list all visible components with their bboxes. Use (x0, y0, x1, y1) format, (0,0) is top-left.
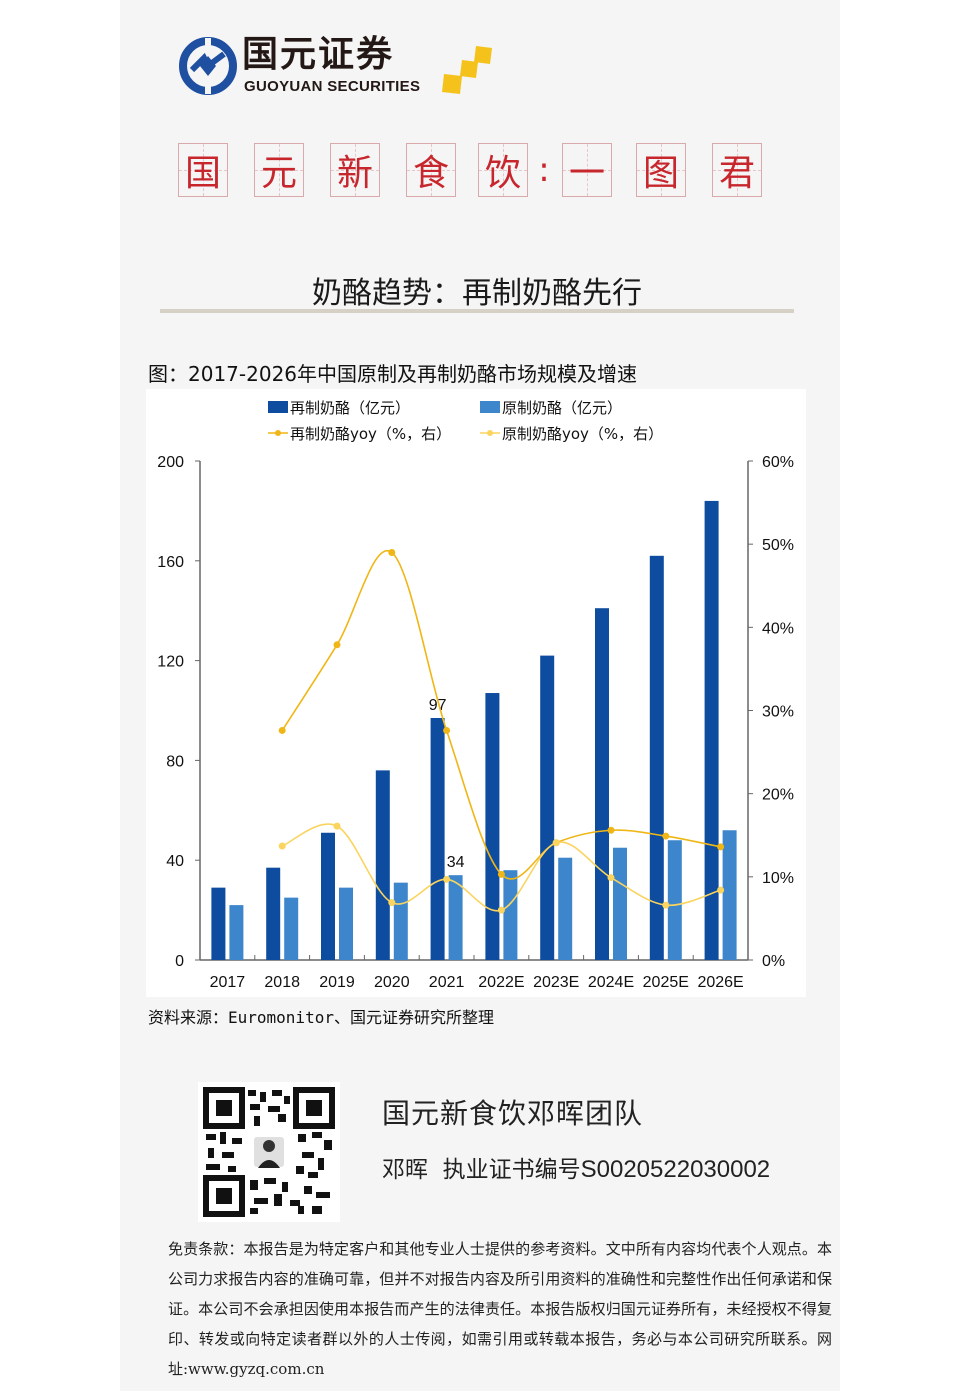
line-marker (278, 842, 286, 850)
right-tick-label: 30% (762, 704, 794, 721)
bar-reprocessed (595, 608, 609, 960)
figure-title: 图：2017-2026年中国原制及再制奶酪市场规模及增速 (148, 362, 638, 386)
bar-reprocessed (321, 832, 335, 960)
data-label: 97 (429, 697, 447, 714)
line-marker (333, 641, 341, 649)
logo-squares-icon (442, 46, 492, 94)
line-marker (662, 901, 670, 909)
banner-title: 国 元 新 食 饮 : 一 图 君 (178, 143, 778, 199)
line-marker (662, 832, 670, 840)
bar-natural (284, 897, 299, 960)
left-tick-label: 200 (157, 454, 184, 471)
qr-code[interactable] (198, 1082, 340, 1222)
line-marker (388, 899, 396, 907)
subtitle-divider (160, 309, 794, 313)
guoyuan-ring-icon (179, 37, 237, 95)
guoyuan-logo: 国元证券 GUOYUAN SECURITIES (178, 34, 498, 98)
legend-marker (487, 430, 493, 436)
right-tick-label: 20% (762, 787, 794, 804)
right-tick-label: 10% (762, 870, 794, 887)
banner-colon: : (538, 150, 550, 190)
banner-char: 图 (636, 143, 686, 197)
line-reprocessed-yoy (281, 549, 721, 880)
combo-chart: 0 40 80 120 160 200 0% 10% 20% 30% 40% 50% 60% 2017 20… (157, 399, 794, 991)
x-tick-label: 2023E (533, 974, 579, 991)
chart-container: 0 40 80 120 160 200 0% 10% 20% 30% 40% 50% 60% 2017 20… (146, 389, 806, 997)
line-marker (497, 870, 505, 878)
legend-label: 再制奶酪（亿元） (290, 399, 410, 417)
right-tick-label: 50% (762, 537, 794, 554)
left-tick-label: 160 (157, 554, 184, 571)
left-tick-label: 80 (166, 753, 184, 770)
line-marker (717, 843, 725, 851)
bar-natural (667, 840, 682, 960)
legend-swatch (268, 401, 288, 413)
line-marker (333, 822, 341, 830)
bar-natural (558, 857, 573, 960)
left-tick-label: 0 (175, 953, 184, 970)
bar-reprocessed (485, 693, 500, 960)
banner-char: 饮 (478, 143, 528, 197)
banner-char: 一 (562, 143, 612, 197)
legend-label: 再制奶酪yoy（%，右） (290, 425, 451, 443)
line-marker (607, 826, 615, 834)
disclaimer-text: 免责条款：本报告是为特定客户和其他专业人士提供的参考资料。文中所有内容均代表个人… (168, 1240, 832, 1378)
qr-code-icon (203, 1087, 335, 1217)
bar-natural (613, 847, 627, 960)
line-marker (607, 874, 615, 882)
bar-natural (722, 830, 737, 960)
banner-char: 新 (330, 143, 380, 197)
analyst-name: 邓晖 (382, 1157, 428, 1183)
section-subtitle: 奶酪趋势：再制奶酪先行 (312, 276, 642, 311)
right-tick-label: 60% (762, 454, 794, 471)
bar-reprocessed (430, 717, 445, 960)
line-marker (717, 886, 725, 894)
x-tick-label: 2017 (210, 974, 246, 991)
bar-reprocessed (266, 867, 281, 960)
left-tick-label: 40 (166, 853, 184, 870)
bar-natural (339, 887, 353, 960)
logo-cn-text: 国元证券 (242, 34, 395, 75)
legend-label: 原制奶酪（亿元） (502, 399, 622, 417)
banner-char: 国 (178, 143, 228, 197)
logo-en-text: GUOYUAN SECURITIES (244, 78, 421, 95)
chart-source: 资料来源：Euromonitor、国元证券研究所整理 (148, 1008, 494, 1027)
data-label: 34 (447, 854, 465, 871)
x-tick-label: 2024E (588, 974, 634, 991)
x-tick-label: 2022E (478, 974, 524, 991)
x-tick-label: 2020 (374, 974, 410, 991)
line-marker (552, 839, 560, 847)
bar-natural (448, 875, 463, 960)
right-tick-label: 40% (762, 620, 794, 637)
cert-label: 执业证书编号 (442, 1157, 581, 1183)
analyst-cert: 邓晖 执业证书编号S0020522030002 (382, 1150, 770, 1184)
left-tick-label: 120 (157, 654, 184, 671)
line-marker (278, 726, 286, 734)
line-marker (388, 548, 396, 556)
banner-char: 元 (254, 143, 304, 197)
line-marker (443, 875, 451, 883)
line-marker (443, 726, 451, 734)
x-tick-label: 2026E (697, 974, 743, 991)
bar-reprocessed (649, 555, 664, 960)
bar-natural (393, 882, 408, 960)
legend-swatch (480, 401, 500, 413)
banner-char: 君 (712, 143, 762, 197)
team-name: 国元新食饮邓晖团队 (382, 1097, 644, 1130)
bar-reprocessed (540, 655, 555, 960)
x-tick-label: 2025E (643, 974, 689, 991)
legend-marker (275, 430, 281, 436)
bar-reprocessed (375, 770, 390, 960)
cert-number: S0020522030002 (580, 1156, 771, 1183)
x-tick-label: 2021 (429, 974, 465, 991)
banner-char: 食 (406, 143, 456, 197)
x-tick-label: 2018 (264, 974, 300, 991)
line-marker (497, 906, 505, 914)
bar-natural (503, 870, 518, 960)
bar-reprocessed (211, 887, 226, 960)
x-tick-label: 2019 (319, 974, 355, 991)
legend-label: 原制奶酪yoy（%，右） (502, 425, 663, 443)
right-tick-label: 0% (762, 953, 785, 970)
bar-natural (229, 905, 244, 960)
